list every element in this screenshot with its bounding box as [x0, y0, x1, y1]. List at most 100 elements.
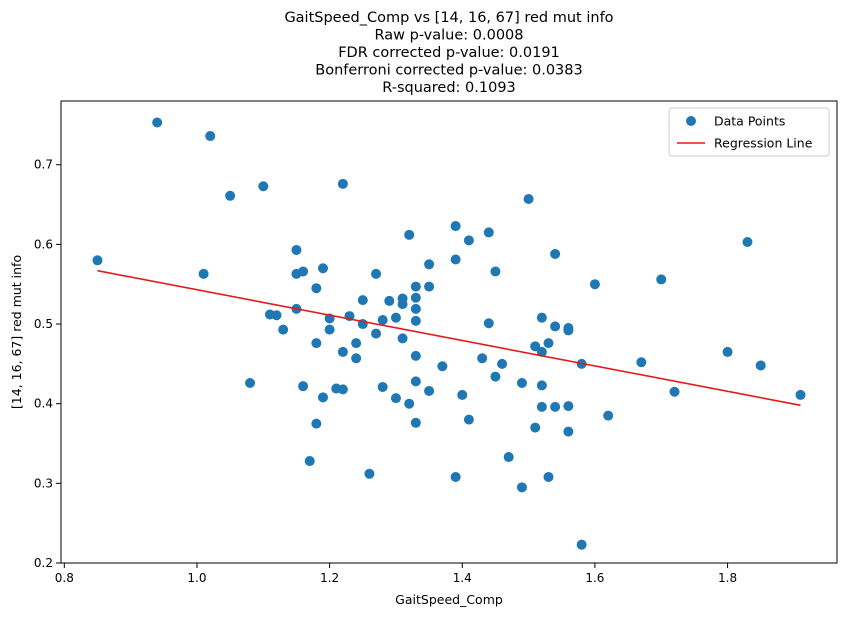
data-point — [563, 325, 574, 336]
data-point — [477, 353, 488, 364]
data-point — [742, 236, 753, 247]
x-tick-label: 1.0 — [187, 571, 206, 585]
data-point — [523, 193, 534, 204]
legend-marker-points — [686, 116, 696, 126]
y-tick-label: 0.5 — [34, 317, 53, 331]
data-point — [722, 346, 733, 357]
data-point — [424, 281, 435, 292]
x-tick-label: 1.2 — [320, 571, 339, 585]
data-point — [390, 312, 401, 323]
data-point — [536, 312, 547, 323]
data-point — [490, 371, 501, 382]
data-point — [457, 389, 468, 400]
y-tick-label: 0.3 — [34, 476, 53, 490]
chart-title: GaitSpeed_Comp vs [14, 16, 67] red mut i… — [284, 10, 613, 96]
data-point — [450, 221, 461, 232]
data-point — [410, 376, 421, 387]
data-point — [483, 227, 494, 238]
data-point — [311, 338, 322, 349]
data-point — [371, 268, 382, 279]
data-point — [450, 254, 461, 265]
title-line: FDR corrected p-value: 0.0191 — [338, 45, 560, 61]
title-line: R-squared: 0.1093 — [382, 80, 516, 96]
data-point — [225, 190, 236, 201]
regression-line-group — [97, 269, 801, 407]
legend-label: Regression Line — [714, 136, 813, 151]
data-point — [530, 341, 541, 352]
data-point — [410, 350, 421, 361]
data-point — [563, 401, 574, 412]
x-tick-label: 1.8 — [718, 571, 737, 585]
data-point — [198, 268, 209, 279]
data-point — [404, 229, 415, 240]
data-point — [410, 281, 421, 292]
data-point — [291, 244, 302, 255]
data-point — [483, 318, 494, 329]
data-point — [377, 381, 388, 392]
data-point — [463, 414, 474, 425]
data-point — [437, 361, 448, 372]
data-point — [516, 482, 527, 493]
data-point — [92, 255, 103, 266]
x-axis-label: GaitSpeed_Comp — [395, 592, 503, 607]
x-tick-label: 0.8 — [55, 571, 74, 585]
x-tick-label: 1.4 — [453, 571, 472, 585]
data-point — [410, 315, 421, 326]
data-point — [311, 283, 322, 294]
data-point — [543, 471, 554, 482]
data-point — [603, 410, 614, 421]
data-point — [636, 357, 647, 368]
data-point — [516, 377, 527, 388]
data-point — [337, 178, 348, 189]
y-tick-label: 0.4 — [34, 397, 53, 411]
regression-line — [97, 269, 801, 407]
legend-box — [668, 107, 830, 157]
plot-area — [60, 100, 838, 564]
y-axis-label: [14, 16, 67] red mut info — [9, 255, 24, 409]
data-point — [371, 328, 382, 339]
data-point — [490, 266, 501, 277]
data-point — [589, 279, 600, 290]
plot-frame — [60, 100, 838, 564]
data-point — [357, 295, 368, 306]
data-point — [317, 263, 328, 274]
data-point — [536, 401, 547, 412]
data-point — [397, 333, 408, 344]
data-point — [377, 315, 388, 326]
data-point — [245, 377, 256, 388]
x-axis: 0.8 1.0 1.2 1.4 1.6 1.8 — [55, 563, 737, 585]
data-point — [351, 338, 362, 349]
data-point — [324, 324, 335, 335]
data-point — [278, 324, 289, 335]
data-point — [410, 417, 421, 428]
data-point — [550, 248, 561, 259]
data-point — [311, 418, 322, 429]
data-point — [397, 299, 408, 310]
data-points — [92, 117, 806, 550]
data-point — [298, 381, 309, 392]
data-point — [410, 292, 421, 303]
data-point — [550, 321, 561, 332]
data-point — [404, 398, 415, 409]
y-tick-label: 0.6 — [34, 237, 53, 251]
title-line: Raw p-value: 0.0008 — [375, 28, 524, 44]
data-point — [205, 131, 216, 142]
data-point — [271, 310, 282, 321]
y-tick-label: 0.7 — [34, 158, 53, 172]
title-line: GaitSpeed_Comp vs [14, 16, 67] red mut i… — [284, 10, 613, 26]
data-point — [503, 452, 514, 463]
data-point — [463, 235, 474, 246]
data-point — [536, 346, 547, 357]
data-point — [258, 181, 269, 192]
legend: Data Points Regression Line — [668, 107, 830, 157]
data-point — [351, 353, 362, 364]
x-tick-label: 1.6 — [585, 571, 604, 585]
data-point — [384, 295, 395, 306]
data-point — [536, 380, 547, 391]
data-point — [424, 259, 435, 270]
data-point — [337, 346, 348, 357]
data-point — [530, 422, 541, 433]
data-point — [152, 117, 163, 128]
data-point — [410, 303, 421, 314]
